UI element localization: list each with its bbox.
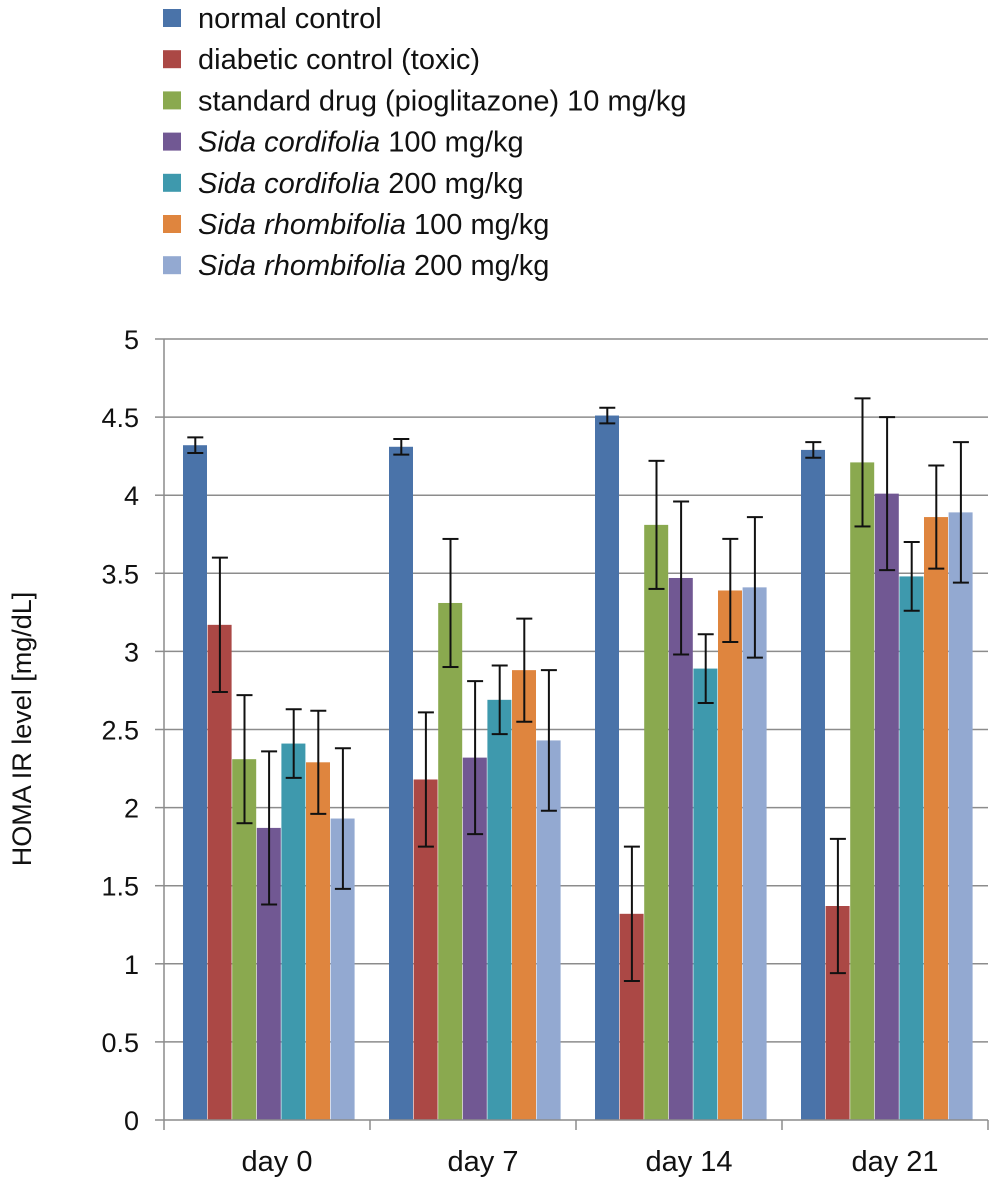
error-bar xyxy=(928,464,945,570)
bar xyxy=(389,446,413,1120)
error-bar xyxy=(261,750,278,906)
y-tick-label: 4.5 xyxy=(101,403,139,433)
error-bar xyxy=(467,680,484,836)
legend-label: Sida cordifolia 200 mg/kg xyxy=(198,168,524,200)
error-bar xyxy=(393,437,410,456)
legend-swatch xyxy=(163,50,181,69)
bar xyxy=(948,512,973,1120)
error-bar xyxy=(540,669,557,812)
bar xyxy=(874,493,899,1120)
legend-item: Sida rhombifolia 100 mg/kg xyxy=(163,209,549,241)
y-tick-labels: 0 0.5 1 1.5 2 2.5 3 3.5 4 4.5 5 xyxy=(101,325,139,1136)
bar xyxy=(306,762,330,1120)
legend-label: Sida rhombifolia 200 mg/kg xyxy=(198,250,549,282)
legend-item: Sida cordifolia 200 mg/kg xyxy=(163,168,524,200)
bar xyxy=(668,577,693,1120)
y-tick-label: 5 xyxy=(124,325,139,355)
error-bar xyxy=(722,537,739,644)
error-bar xyxy=(310,709,327,815)
y-tick-label: 2 xyxy=(124,794,139,824)
bar xyxy=(281,743,306,1120)
error-bar xyxy=(879,416,896,572)
legend-swatch xyxy=(163,215,181,233)
series-4 xyxy=(256,493,899,1120)
legend-item: normal control xyxy=(163,3,382,35)
y-tick-label: 3 xyxy=(124,637,139,667)
x-category-label: day 0 xyxy=(242,1146,313,1178)
y-tick-label: 1 xyxy=(124,950,139,980)
bar xyxy=(644,524,669,1120)
bar xyxy=(438,602,463,1120)
error-bars-group xyxy=(187,397,969,982)
error-bar xyxy=(285,708,302,779)
bar xyxy=(512,670,536,1120)
series-7 xyxy=(330,512,973,1120)
error-bar xyxy=(417,711,434,848)
y-tick-label: 4 xyxy=(124,481,139,511)
bar xyxy=(595,415,619,1121)
error-bar xyxy=(697,633,714,704)
y-tick-label: 3.5 xyxy=(101,559,139,589)
error-bar xyxy=(903,541,920,612)
error-bar xyxy=(623,845,640,982)
legend-item: diabetic control (toxic) xyxy=(163,44,480,76)
y-tick-label: 1.5 xyxy=(101,872,139,902)
y-tick-label: 2.5 xyxy=(101,716,139,746)
series-5 xyxy=(281,576,924,1120)
legend-item: Sida rhombifolia 200 mg/kg xyxy=(163,250,549,282)
error-bar xyxy=(746,516,763,659)
legend-swatch xyxy=(163,173,181,192)
x-category-label: day 14 xyxy=(645,1146,732,1178)
error-bar xyxy=(491,664,508,736)
error-bar xyxy=(442,537,459,669)
legend-swatch xyxy=(163,9,181,27)
bar-series-group xyxy=(183,415,973,1121)
error-bar xyxy=(211,556,228,694)
error-bar xyxy=(952,441,969,584)
bar xyxy=(850,462,875,1120)
x-category-labels: day 0 day 7 day 14 day 21 xyxy=(242,1146,939,1178)
y-tick-label: 0 xyxy=(124,1106,139,1136)
bar xyxy=(924,517,948,1120)
legend-swatch xyxy=(163,132,181,151)
legend-swatch xyxy=(163,256,181,275)
error-bar xyxy=(648,459,665,590)
bar xyxy=(487,699,512,1120)
legend-swatch xyxy=(163,91,181,110)
series-3 xyxy=(232,462,875,1120)
y-axis-title: HOMA IR level [mg/dL] xyxy=(7,592,37,867)
error-bar xyxy=(236,694,253,825)
legend-label: Sida cordifolia 100 mg/kg xyxy=(198,127,524,159)
bar xyxy=(801,449,825,1121)
error-bar xyxy=(334,747,351,890)
legend-label: normal control xyxy=(198,3,382,35)
legend-label: diabetic control (toxic) xyxy=(198,44,480,76)
error-bar xyxy=(187,436,204,455)
error-bar xyxy=(854,397,871,528)
legend-item: standard drug (pioglitazone) 10 mg/kg xyxy=(163,85,686,117)
y-tick-label: 0.5 xyxy=(101,1028,139,1058)
error-bar xyxy=(829,837,846,975)
legend-item: Sida cordifolia 100 mg/kg xyxy=(163,127,524,159)
error-bar xyxy=(599,406,616,425)
series-6 xyxy=(306,517,948,1120)
axes xyxy=(155,338,989,1130)
bar xyxy=(742,587,767,1120)
error-bar xyxy=(516,617,533,723)
legend-label: standard drug (pioglitazone) 10 mg/kg xyxy=(198,85,686,117)
error-bar xyxy=(673,500,690,656)
error-bar xyxy=(805,441,822,459)
bar xyxy=(899,576,924,1120)
legend-label: Sida rhombifolia 100 mg/kg xyxy=(198,209,549,241)
legend: normal control diabetic control (toxic) st… xyxy=(163,3,686,282)
x-category-label: day 21 xyxy=(851,1146,938,1178)
bar xyxy=(693,668,718,1120)
bar xyxy=(183,445,207,1120)
series-1 xyxy=(183,415,825,1121)
bar xyxy=(207,624,232,1120)
x-category-label: day 7 xyxy=(448,1146,519,1178)
bar xyxy=(718,590,742,1120)
